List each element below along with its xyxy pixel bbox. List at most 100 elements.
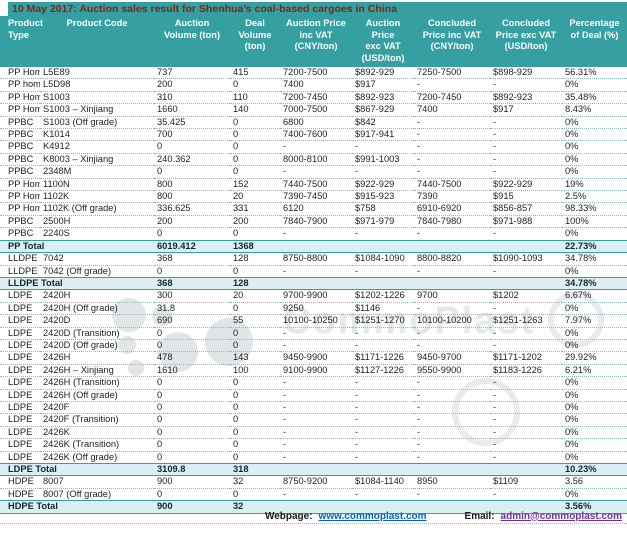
cell-deal-volume: 128 [230, 276, 280, 291]
cell-product-type: PP Homo [0, 67, 40, 80]
cell-auction-volume: 690 [154, 314, 230, 328]
cell-auction-price-inc-vat: - [280, 376, 352, 390]
table-row: LDPE 2420D 690 55 10100-10250 $1251-1270 10100… [0, 314, 627, 328]
cell-product-type: LDPE [0, 302, 40, 316]
cell-product-code: K4912 [40, 140, 154, 154]
cell-auction-price-inc-vat: - [280, 451, 352, 465]
cell-product-code: 2426H [40, 351, 154, 365]
cell-concluded-price-exc-vat: $1251-1263 [490, 314, 562, 328]
cell-auction-price-exc-vat: - [352, 413, 414, 427]
cell-auction-volume: 737 [154, 67, 230, 80]
cell-auction-price-inc-vat: 6120 [280, 202, 352, 216]
title-notch [0, 2, 8, 16]
cell-product-type: LDPE [0, 451, 40, 465]
cell-product-code: 2420D (Transition) [40, 327, 154, 340]
cell-deal-percentage: 3.56 [562, 475, 627, 489]
table-row: LDPE 2420F 0 0- - - -0% [0, 401, 627, 415]
cell-deal-percentage: 34.78% [562, 252, 627, 266]
table-header: Product Type Product Code Auction Volume (… [0, 16, 627, 67]
cell-product-code: 7042 [40, 252, 154, 266]
cell-product-type: PP Homo [0, 190, 40, 204]
cell-product-code: 7042 (Off grade) [40, 265, 154, 278]
table-row: LLDPE 7042 368 128 8750-8800 $1084-1090 8800-8… [0, 252, 627, 266]
cell-concluded-price-exc-vat: - [490, 488, 562, 502]
table-row: LLDPE 7042 (Off grade) 0 0- - - -0% [0, 265, 627, 278]
cell-auction-volume: 336.625 [154, 202, 230, 216]
cell-concluded-price-exc-vat: - [490, 339, 562, 353]
cell-deal-volume: 0 [230, 426, 280, 440]
cell-auction-price-exc-vat: - [352, 376, 414, 390]
cell-auction-price-inc-vat: 7000-7500 [280, 103, 352, 117]
cell-product-code: 2426K (Transition) [40, 438, 154, 452]
table-row: LDPE 2426H 478 143 9450-9900 $1171-1226 9450-9… [0, 351, 627, 365]
cell-deal-volume: 0 [230, 376, 280, 390]
cell-auction-price-inc-vat: 9250 [280, 302, 352, 316]
cell-product-type: PPBC [0, 140, 40, 154]
cell-auction-price-inc-vat: - [280, 401, 352, 415]
cell-auction-price-exc-vat: $917-941 [352, 128, 414, 142]
cell-auction-price-inc-vat: - [280, 327, 352, 340]
cell-product-type: LDPE [0, 413, 40, 427]
cell-deal-percentage: 0% [562, 140, 627, 154]
cell-deal-volume: 32 [230, 475, 280, 489]
cell-product-type: PPBC [0, 165, 40, 179]
cell-concluded-price-inc-vat: - [414, 227, 490, 241]
cell-deal-volume: 152 [230, 178, 280, 192]
column-header-product-type: Product Type [0, 16, 43, 67]
table-row: PPBC S1003 (Off grade) 35.425 0 6800 $842- -0% [0, 116, 627, 130]
cell-concluded-price-inc-vat: - [414, 426, 490, 440]
cell-deal-percentage: 0% [562, 376, 627, 390]
cell-auction-price-inc-vat: - [280, 426, 352, 440]
cell-deal-percentage: 0% [562, 128, 627, 142]
cell-product-type: LDPE [0, 389, 40, 402]
table-row: PPBC K4912 0 0- - - -0% [0, 140, 627, 154]
cell-product-code: 2420F (Transition) [40, 413, 154, 427]
cell-auction-price-exc-vat: $842 [352, 116, 414, 130]
cell-auction-volume: 300 [154, 289, 230, 303]
cell-auction-volume: 31.8 [154, 302, 230, 316]
cell-concluded-price-exc-vat: - [490, 413, 562, 427]
email-link[interactable]: admin@commoplast.com [500, 510, 622, 522]
cell-product-code: 2240S [40, 227, 154, 241]
cell-auction-volume: 1660 [154, 103, 230, 117]
page-title: 10 May 2017: Auction sales result for Sh… [12, 3, 397, 15]
cell-concluded-price-exc-vat: $917 [490, 103, 562, 117]
total-row: LLDPE Total 368 128 34.78% [0, 276, 627, 291]
table-row: PP HomoS1003 – Xinjiang16601407000-7500$… [0, 103, 627, 117]
cell-product-code: 1102K [40, 190, 154, 204]
cell-auction-volume: 0 [154, 339, 230, 353]
cell-product-type: PP Homo [0, 91, 40, 105]
cell-concluded-price-inc-vat: 7250-7500 [414, 67, 490, 80]
column-header-auction-price-exc-vat: Auction Price exc VAT (USD/ton) [352, 16, 414, 67]
cell-concluded-price-inc-vat: - [414, 376, 490, 390]
cell-auction-volume: 0 [154, 327, 230, 340]
cell-concluded-price-inc-vat [414, 239, 490, 254]
cell-auction-volume: 0 [154, 451, 230, 465]
table-row: PP Homo1100N8001527440-7500$922-9297440-… [0, 178, 627, 192]
cell-deal-percentage: 2.5% [562, 190, 627, 204]
cell-concluded-price-exc-vat: - [490, 389, 562, 402]
footer: Webpage: www.commoplast.com Email: admin… [0, 509, 627, 524]
cell-concluded-price-inc-vat: 9700 [414, 289, 490, 303]
cell-auction-price-inc-vat: 9700-9900 [280, 289, 352, 303]
table-row: PP HomoS10033101107200-7450$892-9237200-… [0, 91, 627, 105]
cell-concluded-price-exc-vat: - [490, 78, 562, 92]
cell-deal-percentage: 0% [562, 339, 627, 353]
cell-concluded-price-exc-vat [490, 500, 562, 514]
cell-deal-percentage: 6.21% [562, 364, 627, 378]
cell-deal-percentage: 0% [562, 389, 627, 402]
column-header-concluded-price-inc-vat: Concluded Price inc VAT (CNY/ton) [414, 16, 490, 67]
cell-concluded-price-exc-vat: - [490, 302, 562, 316]
cell-auction-volume: 900 [154, 475, 230, 489]
cell-product-code: S1003 (Off grade) [40, 116, 154, 130]
webpage-link[interactable]: www.commoplast.com [318, 510, 427, 522]
cell-concluded-price-exc-vat [490, 239, 562, 254]
table-row: LDPE 2420H (Off grade) 31.8 0 9250 $1146- -0% [0, 302, 627, 316]
cell-deal-volume: 0 [230, 389, 280, 402]
cell-deal-percentage: 10.23% [562, 462, 627, 477]
cell-concluded-price-inc-vat: - [414, 339, 490, 353]
column-header-auction-price-inc-vat: Auction Price inc VAT (CNY/ton) [280, 16, 352, 67]
cell-concluded-price-exc-vat: - [490, 227, 562, 241]
cell-auction-volume: 35.425 [154, 116, 230, 130]
